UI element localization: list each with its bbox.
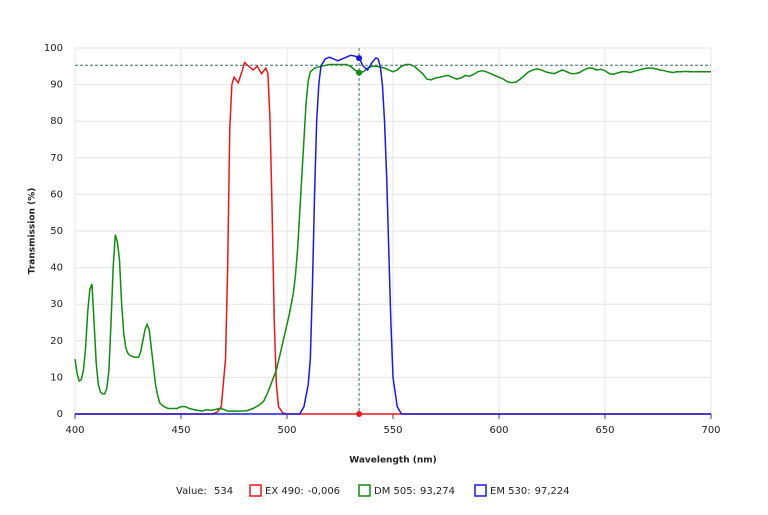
legend-value: 97,224 xyxy=(535,486,570,497)
cursor-marker xyxy=(356,69,363,76)
x-tick-label: 550 xyxy=(383,425,402,436)
x-tick-label: 600 xyxy=(489,425,508,436)
legend-value: 93,274 xyxy=(420,486,455,497)
legend-value: 534 xyxy=(214,486,233,497)
y-tick-label: 0 xyxy=(57,409,63,420)
x-tick-label: 450 xyxy=(171,425,190,436)
y-tick-label: 100 xyxy=(44,43,63,54)
legend-entry: EM 530: xyxy=(490,486,531,497)
y-tick-label: 80 xyxy=(50,116,63,127)
y-tick-label: 50 xyxy=(50,226,63,237)
y-tick-label: 20 xyxy=(50,336,63,347)
legend-swatch xyxy=(358,484,371,497)
series-line xyxy=(75,61,711,415)
cursor-marker xyxy=(356,411,363,418)
legend-swatch xyxy=(474,484,487,497)
x-axis-title: Wavelength (nm) xyxy=(349,456,437,466)
x-tick-label: 500 xyxy=(277,425,296,436)
y-tick-label: 60 xyxy=(50,189,63,200)
legend-value: -0,006 xyxy=(308,486,340,497)
legend-entry: EX 490: xyxy=(265,486,304,497)
x-tick-label: 650 xyxy=(595,425,614,436)
y-axis-title: Transmission (%) xyxy=(28,188,38,275)
y-tick-label: 30 xyxy=(50,299,63,310)
legend-entry: DM 505: xyxy=(374,486,416,497)
y-tick-label: 40 xyxy=(50,263,63,274)
series-line xyxy=(75,54,711,415)
y-tick-label: 70 xyxy=(50,153,63,164)
legend-swatch xyxy=(249,484,262,497)
y-tick-label: 90 xyxy=(50,80,63,91)
series-line xyxy=(74,63,711,412)
x-tick-label: 700 xyxy=(701,425,720,436)
legend-label: Value: xyxy=(176,486,207,497)
y-tick-label: 10 xyxy=(50,372,63,383)
cursor-marker xyxy=(356,55,363,62)
x-tick-label: 400 xyxy=(65,425,84,436)
